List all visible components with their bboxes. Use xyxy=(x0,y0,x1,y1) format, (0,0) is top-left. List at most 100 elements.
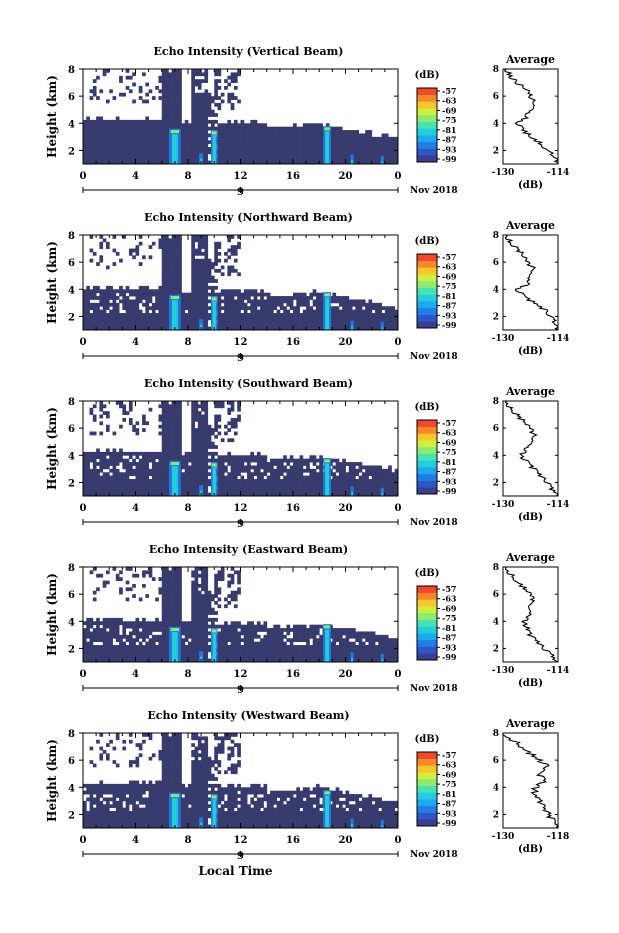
heatmap-cell xyxy=(165,235,169,239)
heatmap-cell xyxy=(208,103,212,107)
heatmap-cell xyxy=(96,462,100,466)
heatmap-cell xyxy=(191,316,195,320)
heatmap-cell xyxy=(260,313,264,317)
heatmap-cell xyxy=(126,316,130,320)
heatmap-cell xyxy=(142,323,146,327)
heatmap-cell xyxy=(162,69,166,73)
heatmap-cell xyxy=(250,154,254,158)
heatmap-cell xyxy=(201,266,205,270)
heatmap-cell xyxy=(198,276,202,280)
heatmap-cell xyxy=(90,127,94,131)
echo-core xyxy=(172,466,178,496)
heatmap-cell xyxy=(155,127,159,131)
heatmap-cell xyxy=(319,482,323,486)
heatmap-cell xyxy=(175,432,179,436)
heatmap-cell xyxy=(237,408,241,412)
heatmap-cell xyxy=(224,127,228,131)
heatmap-cell xyxy=(136,574,140,578)
heatmap-cell xyxy=(260,479,264,483)
heatmap-cell xyxy=(211,455,215,459)
heatmap-cell xyxy=(168,418,172,422)
heatmap-cell xyxy=(129,642,133,646)
heatmap-cell xyxy=(280,299,284,303)
heatmap-cell xyxy=(165,415,169,419)
heatmap-cell xyxy=(388,147,392,151)
heatmap-cell xyxy=(191,123,195,127)
heatmap-cell xyxy=(198,638,202,642)
heatmap-cell xyxy=(254,140,258,144)
heatmap-cell xyxy=(142,472,146,476)
heatmap-cell xyxy=(204,482,208,486)
heatmap-cell xyxy=(191,144,195,148)
heatmap-cell xyxy=(355,320,359,324)
heatmap-cell xyxy=(254,289,258,293)
heatmap-cell xyxy=(195,655,199,659)
heatmap-cell xyxy=(372,476,376,480)
heatmap-cell xyxy=(267,157,271,161)
heatmap-cell xyxy=(139,316,143,320)
heatmap-cell xyxy=(162,574,166,578)
heatmap-cell xyxy=(83,150,87,154)
heatmap-cell xyxy=(149,455,153,459)
heatmap-cell xyxy=(336,489,340,493)
heatmap-cell xyxy=(283,130,287,134)
heatmap-cell xyxy=(280,303,284,307)
heatmap-cell xyxy=(198,238,202,242)
heatmap-cell xyxy=(385,150,389,154)
heatmap-cell xyxy=(195,96,199,100)
heatmap-cell xyxy=(178,249,182,253)
heatmap-cell xyxy=(332,489,336,493)
heatmap-cell xyxy=(113,489,117,493)
heatmap-cell xyxy=(227,303,231,307)
heatmap-cell xyxy=(122,648,126,652)
heatmap-cell xyxy=(339,133,343,137)
heatmap-cell xyxy=(391,489,395,493)
heatmap-cell xyxy=(191,642,195,646)
heatmap-cell xyxy=(132,100,136,104)
heatmap-cell xyxy=(204,567,208,571)
heatmap-cell xyxy=(296,313,300,317)
heatmap-cell xyxy=(165,594,169,598)
heatmap-cell xyxy=(227,83,231,87)
heatmap-cell xyxy=(198,249,202,253)
heatmap-cell xyxy=(231,482,235,486)
heatmap-cell xyxy=(267,486,271,490)
heatmap-cell xyxy=(126,123,130,127)
heatmap-cell xyxy=(231,469,235,473)
heatmap-cell xyxy=(372,469,376,473)
heatmap-cell xyxy=(224,154,228,158)
heatmap-cell xyxy=(296,323,300,327)
heatmap-cell xyxy=(198,591,202,595)
heatmap-cell xyxy=(99,130,103,134)
heatmap-cell xyxy=(195,411,199,415)
heatmap-cell xyxy=(257,465,261,469)
heatmap-cell xyxy=(195,618,199,622)
heatmap-cell xyxy=(106,625,110,629)
heatmap-cell xyxy=(139,144,143,148)
heatmap-cell xyxy=(191,154,195,158)
heatmap-cell xyxy=(126,648,130,652)
heatmap-cell xyxy=(263,486,267,490)
heatmap-cell xyxy=(385,472,389,476)
heatmap-cell xyxy=(227,144,231,148)
heatmap-cell xyxy=(352,310,356,314)
heatmap-cell xyxy=(162,476,166,480)
heatmap-cell xyxy=(368,465,372,469)
heatmap-cell xyxy=(385,489,389,493)
heatmap-cell xyxy=(195,117,199,121)
heatmap-cell xyxy=(103,299,107,303)
heatmap-cell xyxy=(385,157,389,161)
heatmap-cell xyxy=(103,479,107,483)
heatmap-cell xyxy=(234,421,238,425)
heatmap-cell xyxy=(218,482,222,486)
heatmap-cell xyxy=(349,462,353,466)
heatmap-cell xyxy=(241,293,245,297)
heatmap-cell xyxy=(201,442,205,446)
heatmap-cell xyxy=(227,272,231,276)
heatmap-cell xyxy=(129,133,133,137)
heatmap-cell xyxy=(103,476,107,480)
heatmap-cell xyxy=(142,137,146,141)
heatmap-cell xyxy=(349,140,353,144)
heatmap-cell xyxy=(191,655,195,659)
heatmap-cell xyxy=(83,127,87,131)
